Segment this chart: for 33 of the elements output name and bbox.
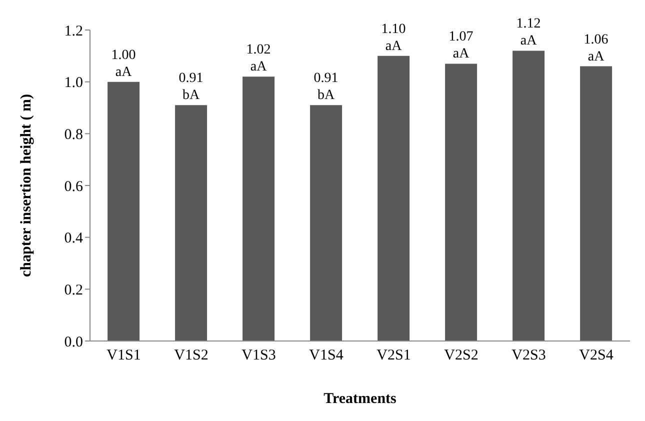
bar xyxy=(108,82,140,341)
x-tick-label: V2S1 xyxy=(376,348,411,364)
x-axis-title: Treatments xyxy=(324,391,397,407)
x-tick-label: V1S3 xyxy=(242,348,276,364)
x-tick-label: V1S4 xyxy=(309,348,344,364)
y-tick-label: 0.8 xyxy=(64,126,83,143)
data-label: 1.12 aA xyxy=(516,16,541,49)
x-tick-label: V2S2 xyxy=(444,348,478,364)
bar xyxy=(445,64,478,341)
bar xyxy=(378,56,410,341)
data-label: 0.91 bA xyxy=(314,71,338,104)
y-tick-label: 0.0 xyxy=(64,334,83,350)
y-tick-label: 0.6 xyxy=(64,178,84,195)
bar xyxy=(175,105,208,341)
x-tick-label: V2S4 xyxy=(579,348,614,364)
y-tick-label: 0.4 xyxy=(64,230,84,247)
y-tick-label: 1.0 xyxy=(64,75,83,92)
x-tick-label: V2S3 xyxy=(512,348,546,364)
bar xyxy=(242,76,275,341)
bar xyxy=(580,66,612,341)
bar xyxy=(310,105,342,341)
x-tick-label: V1S1 xyxy=(106,348,141,364)
data-label: 1.07 aA xyxy=(448,30,474,62)
data-label: 1.00 aA xyxy=(111,48,136,80)
data-label: 1.02 aA xyxy=(246,42,271,75)
x-tick-label: V1S2 xyxy=(174,348,208,364)
bar xyxy=(512,50,545,341)
y-tick-label: 1.2 xyxy=(64,23,83,40)
y-axis-title: chapter insertion height ( m) xyxy=(18,94,34,278)
data-label: 0.91 bA xyxy=(178,71,204,104)
data-label: 1.06 aA xyxy=(584,32,608,64)
y-tick-label: 0.2 xyxy=(64,282,83,298)
data-label: 1.10 aA xyxy=(381,22,406,54)
